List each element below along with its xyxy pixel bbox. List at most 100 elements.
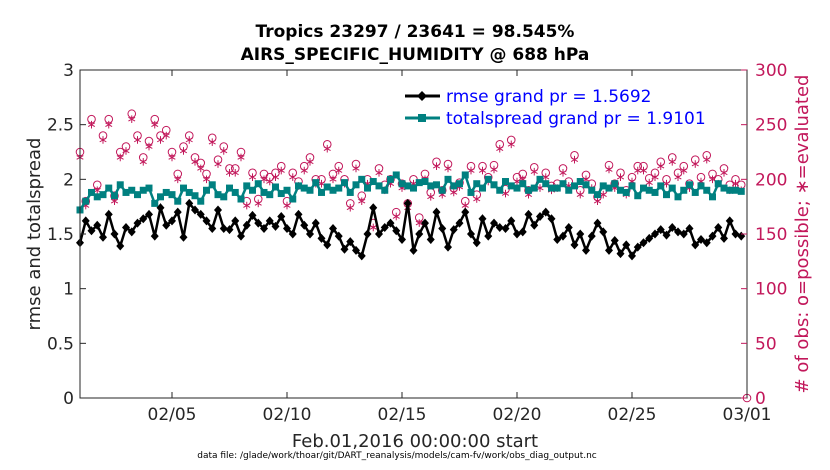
totalspread-marker [128,186,136,194]
rmse-marker [386,218,395,228]
totalspread-marker [116,181,124,189]
obs-evaluated-stroke [478,168,487,173]
totalspread-marker [438,186,446,194]
obs-evaluated-stroke [243,203,251,208]
obs-evaluated-stroke [174,176,182,182]
totalspread-marker [329,186,337,194]
rmse-marker [490,218,498,228]
obs-evaluated-stroke [450,190,458,195]
obs-evaluated-stroke [570,157,579,162]
obs-evaluated-marker [283,201,291,210]
obs-evaluated-stroke [674,174,682,180]
rmse-marker [168,216,176,226]
totalspread-marker [300,184,308,192]
totalspread-marker [157,193,164,201]
rmse-marker [380,222,389,232]
obs-evaluated-stroke [444,166,452,171]
rmse-marker [81,216,90,226]
rmse-marker [306,229,314,239]
obs-evaluated-stroke [352,166,360,171]
rmse-marker [139,214,148,224]
totalspread-marker [243,182,251,190]
obs-evaluated-stroke [220,148,228,154]
y-left-tick-label: 1.5 [47,225,74,245]
totalspread-marker [622,188,630,196]
obs-evaluated-marker [680,166,688,175]
obs-evaluated-stroke [691,161,699,167]
rmse-marker [162,220,171,230]
rmse-marker [518,227,527,237]
obs-evaluated-marker [444,164,452,173]
totalspread-marker [714,180,722,188]
x-axis-label: Feb.01,2016 00:00:00 start [292,431,538,452]
obs-evaluated-marker [202,175,211,184]
totalspread-marker [323,183,331,191]
rmse-marker [104,209,113,219]
totalspread-marker [691,188,699,196]
totalspread-marker [479,184,486,192]
totalspread-marker [381,186,389,194]
obs-evaluated-marker [616,173,625,181]
obs-evaluated-marker [156,136,165,144]
obs-evaluated-stroke [225,170,234,176]
totalspread-marker [565,186,573,194]
totalspread-marker [151,199,159,207]
totalspread-marker [358,175,366,183]
footnote-data-file: data file: /glade/work/thoar/git/DART_re… [197,451,597,461]
totalspread-marker [162,188,170,196]
obs-evaluated-stroke [260,176,268,182]
y-left-tick-label: 0.5 [47,334,74,354]
rmse-marker [260,224,268,234]
totalspread-marker [680,186,688,194]
totalspread-marker [553,184,561,192]
totalspread-marker [473,180,481,188]
obs-evaluated-stroke [593,198,602,204]
axis-ticks: 02/05 02/10 02/15 02/20 02/25 03/0100.511.522… [47,61,788,425]
obs-evaluated-marker [174,175,182,184]
obs-evaluated-marker [139,158,147,166]
obs-evaluated-marker [432,162,441,171]
obs-count-series [75,109,752,403]
totalspread-marker [668,184,676,192]
rmse-marker [145,209,153,219]
obs-evaluated-stroke [139,159,147,165]
obs-evaluated-marker [191,158,199,166]
obs-evaluated-stroke [156,137,165,143]
totalspread-marker [571,182,578,190]
rmse-marker [461,207,470,217]
chart-title-line2: AIRS_SPECIFIC_HUMIDITY @ 688 hPa [241,45,590,65]
totalspread-marker [450,182,458,190]
obs-evaluated-marker [151,120,159,129]
rmse-marker [392,226,401,236]
obs-evaluated-marker [467,166,475,175]
rmse-marker [214,205,222,215]
rmse-marker [570,240,579,250]
totalspread-marker [105,184,113,192]
obs-evaluated-marker [128,115,136,123]
y-right-tick-label: 300 [755,61,787,81]
obs-evaluated-marker [668,158,676,166]
rmse-marker [536,212,544,222]
obs-evaluated-marker [657,162,665,171]
obs-evaluated-stroke [582,176,590,182]
rmse-series [76,198,746,261]
obs-evaluated-stroke [680,168,688,173]
rmse-marker [311,218,320,228]
rmse-marker [576,229,585,239]
obs-evaluated-marker [358,197,366,205]
obs-evaluated-stroke [415,220,423,226]
obs-evaluated-stroke [657,163,665,169]
totalspread-marker [737,187,745,195]
y-left-tick-label: 2.5 [47,116,74,136]
totalspread-marker [341,179,348,187]
totalspread-marker [283,186,291,194]
obs-evaluated-marker [306,158,314,166]
rmse-marker [662,230,671,240]
totalspread-marker [410,184,417,192]
totalspread-marker [617,186,624,194]
rmse-marker [467,229,475,239]
x-tick-label: 02/05 [148,405,197,425]
totalspread-marker [369,178,377,186]
totalspread-marker [697,182,705,190]
rmse-marker [691,240,700,250]
